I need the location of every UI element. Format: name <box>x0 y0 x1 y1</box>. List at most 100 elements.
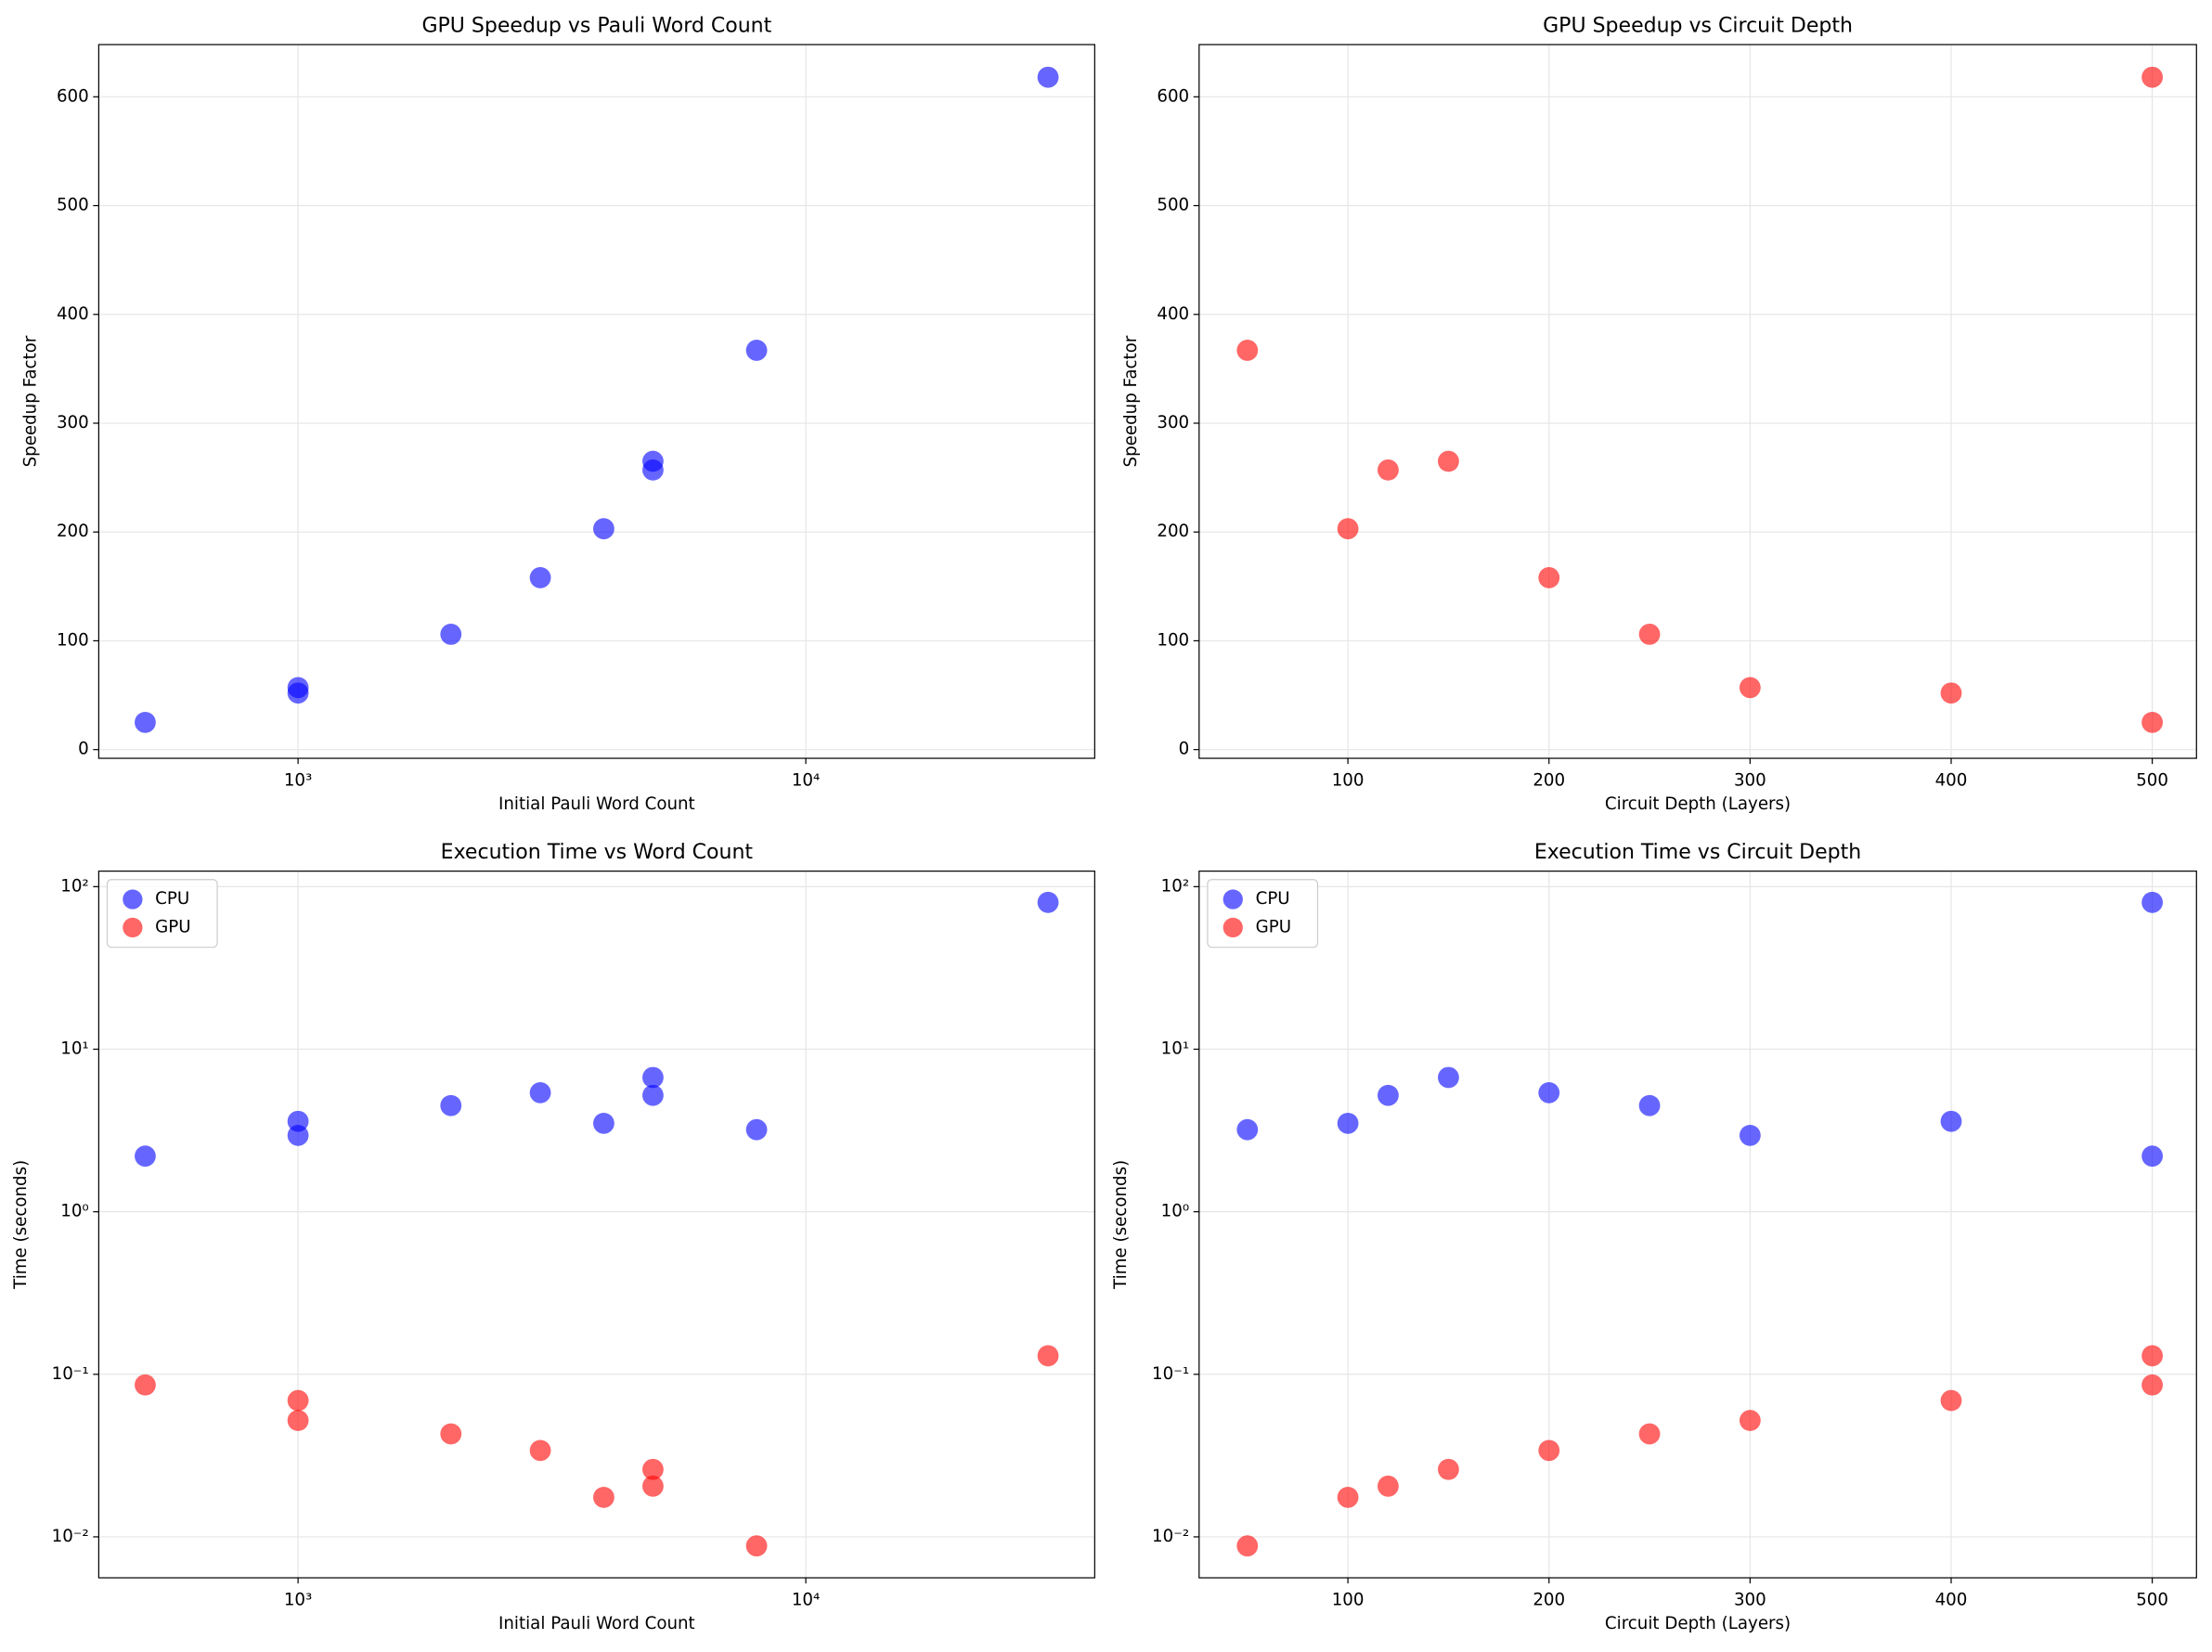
y-tick-label: 200 <box>57 522 89 541</box>
point <box>593 1486 614 1508</box>
point <box>2141 1145 2164 1168</box>
y-tick-label: 300 <box>57 413 89 432</box>
point <box>1638 1423 1661 1445</box>
point <box>2141 66 2164 88</box>
point <box>593 1112 614 1134</box>
point <box>287 1389 309 1412</box>
legend-label: GPU <box>155 917 190 936</box>
x-tick-label: 10⁴ <box>792 1590 821 1609</box>
x-axis-label: Circuit Depth (Layers) <box>1605 1614 1791 1633</box>
y-tick-label: 200 <box>1157 522 1189 541</box>
y-tick-label: 10⁻² <box>52 1527 89 1546</box>
point <box>287 1110 309 1132</box>
point <box>1438 1458 1459 1480</box>
point <box>287 1410 309 1431</box>
legend-label: CPU <box>155 889 189 909</box>
y-tick-label: 10⁻¹ <box>52 1364 89 1384</box>
point <box>440 1094 462 1116</box>
y-tick-label: 600 <box>1157 86 1189 106</box>
axes-frame <box>1198 44 2197 759</box>
point <box>1236 1535 1259 1557</box>
point <box>1739 1410 1761 1431</box>
point <box>1337 1112 1359 1134</box>
point <box>1438 450 1459 472</box>
y-axis-label: Time (seconds) <box>1111 1160 1131 1290</box>
legend-marker <box>1222 917 1243 938</box>
y-tick-label: 0 <box>1179 740 1190 759</box>
point <box>1337 1486 1359 1508</box>
x-tick-label: 300 <box>1734 770 1766 790</box>
point <box>1638 624 1661 645</box>
chart-title: Execution Time vs Word Count <box>441 841 754 864</box>
x-tick-label: 10³ <box>284 1590 313 1609</box>
y-tick-label: 400 <box>1157 304 1189 324</box>
y-tick-label: 600 <box>57 86 89 106</box>
y-tick-label: 10² <box>1161 876 1190 896</box>
axes-frame <box>1198 871 2197 1579</box>
y-tick-label: 300 <box>1157 413 1189 432</box>
x-tick-label: 100 <box>1332 1590 1365 1609</box>
x-tick-label: 300 <box>1734 1590 1766 1609</box>
y-tick-label: 10² <box>60 876 89 896</box>
point <box>1378 459 1399 481</box>
legend-marker <box>123 917 143 938</box>
point <box>2141 1374 2164 1396</box>
x-axis-label: Circuit Depth (Layers) <box>1605 794 1791 814</box>
point <box>440 624 462 645</box>
x-axis-label: Initial Pauli Word Count <box>498 794 695 814</box>
y-tick-label: 10¹ <box>60 1039 89 1059</box>
x-tick-label: 500 <box>2136 1590 2168 1609</box>
legend-label: CPU <box>1256 889 1290 909</box>
x-axis-label: Initial Pauli Word Count <box>498 1614 695 1633</box>
point <box>440 1423 462 1445</box>
x-tick-label: 500 <box>2136 770 2168 790</box>
x-tick-label: 10⁴ <box>792 770 821 790</box>
point <box>1638 1094 1661 1116</box>
legend-marker <box>123 889 143 910</box>
y-tick-label: 500 <box>1157 196 1189 215</box>
point <box>1940 1110 1962 1132</box>
point <box>745 1535 768 1557</box>
y-tick-label: 100 <box>57 630 89 650</box>
chart-title: GPU Speedup vs Circuit Depth <box>1543 14 1853 37</box>
point <box>745 1118 768 1141</box>
point <box>1236 340 1259 361</box>
point <box>642 1458 664 1480</box>
point <box>593 518 614 540</box>
y-tick-label: 10⁻² <box>1152 1527 1189 1546</box>
point <box>287 682 309 704</box>
point <box>642 1475 664 1497</box>
point <box>1236 1118 1259 1141</box>
point <box>135 1374 156 1396</box>
y-tick-label: 100 <box>1157 630 1189 650</box>
point <box>1940 682 1962 704</box>
point <box>1378 1475 1399 1497</box>
point <box>1337 518 1359 540</box>
point <box>2141 1345 2164 1367</box>
chart-title: GPU Speedup vs Pauli Word Count <box>421 14 771 37</box>
y-tick-label: 10⁰ <box>1161 1202 1190 1221</box>
x-tick-label: 400 <box>1935 770 1968 790</box>
y-tick-label: 10⁰ <box>60 1202 89 1221</box>
point <box>1438 1066 1459 1089</box>
point <box>1037 891 1059 913</box>
point <box>2141 891 2164 913</box>
y-axis-label: Speedup Factor <box>1121 335 1141 467</box>
chart-title: Execution Time vs Circuit Depth <box>1534 841 1861 864</box>
point <box>745 340 768 361</box>
point <box>1538 567 1560 588</box>
point <box>1739 1124 1761 1146</box>
legend-label: GPU <box>1256 917 1291 936</box>
y-tick-label: 10¹ <box>1161 1039 1190 1059</box>
x-tick-label: 200 <box>1533 1590 1565 1609</box>
point <box>1538 1439 1560 1462</box>
y-tick-label: 500 <box>57 196 89 215</box>
y-tick-label: 400 <box>57 304 89 324</box>
point <box>1378 1084 1399 1106</box>
legend-marker <box>1222 889 1243 910</box>
point <box>1037 66 1059 88</box>
y-tick-label: 10⁻¹ <box>1152 1364 1189 1384</box>
point <box>135 711 156 733</box>
